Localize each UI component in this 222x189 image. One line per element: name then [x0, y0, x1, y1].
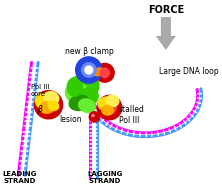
Ellipse shape: [92, 115, 94, 116]
Ellipse shape: [102, 106, 113, 115]
Circle shape: [97, 95, 122, 120]
Text: LAGGING
STRAND: LAGGING STRAND: [87, 171, 123, 184]
Ellipse shape: [48, 101, 59, 111]
Ellipse shape: [98, 97, 113, 110]
FancyArrow shape: [157, 17, 175, 49]
Circle shape: [40, 96, 57, 113]
Circle shape: [103, 101, 116, 114]
Text: β: β: [37, 105, 42, 114]
Ellipse shape: [79, 88, 98, 105]
Ellipse shape: [69, 74, 99, 100]
Circle shape: [95, 64, 114, 82]
Ellipse shape: [69, 95, 90, 111]
Ellipse shape: [93, 68, 104, 76]
Circle shape: [34, 91, 63, 119]
Text: Pol III
core: Pol III core: [31, 84, 49, 97]
Circle shape: [100, 68, 109, 77]
Text: LEADING
STRAND: LEADING STRAND: [2, 171, 37, 184]
Ellipse shape: [79, 99, 95, 112]
Ellipse shape: [106, 95, 119, 107]
Ellipse shape: [40, 102, 53, 113]
Ellipse shape: [35, 94, 52, 108]
Text: lesion: lesion: [60, 115, 82, 124]
Text: Large DNA loop: Large DNA loop: [159, 67, 218, 76]
Text: new β clamp: new β clamp: [65, 47, 114, 56]
Text: stalled
Pol III: stalled Pol III: [119, 105, 145, 125]
Circle shape: [76, 57, 102, 83]
Circle shape: [85, 66, 93, 74]
Ellipse shape: [65, 83, 90, 104]
Ellipse shape: [67, 77, 82, 96]
Circle shape: [82, 63, 96, 77]
Text: FORCE: FORCE: [148, 5, 184, 15]
Ellipse shape: [44, 91, 59, 105]
Circle shape: [89, 112, 100, 122]
